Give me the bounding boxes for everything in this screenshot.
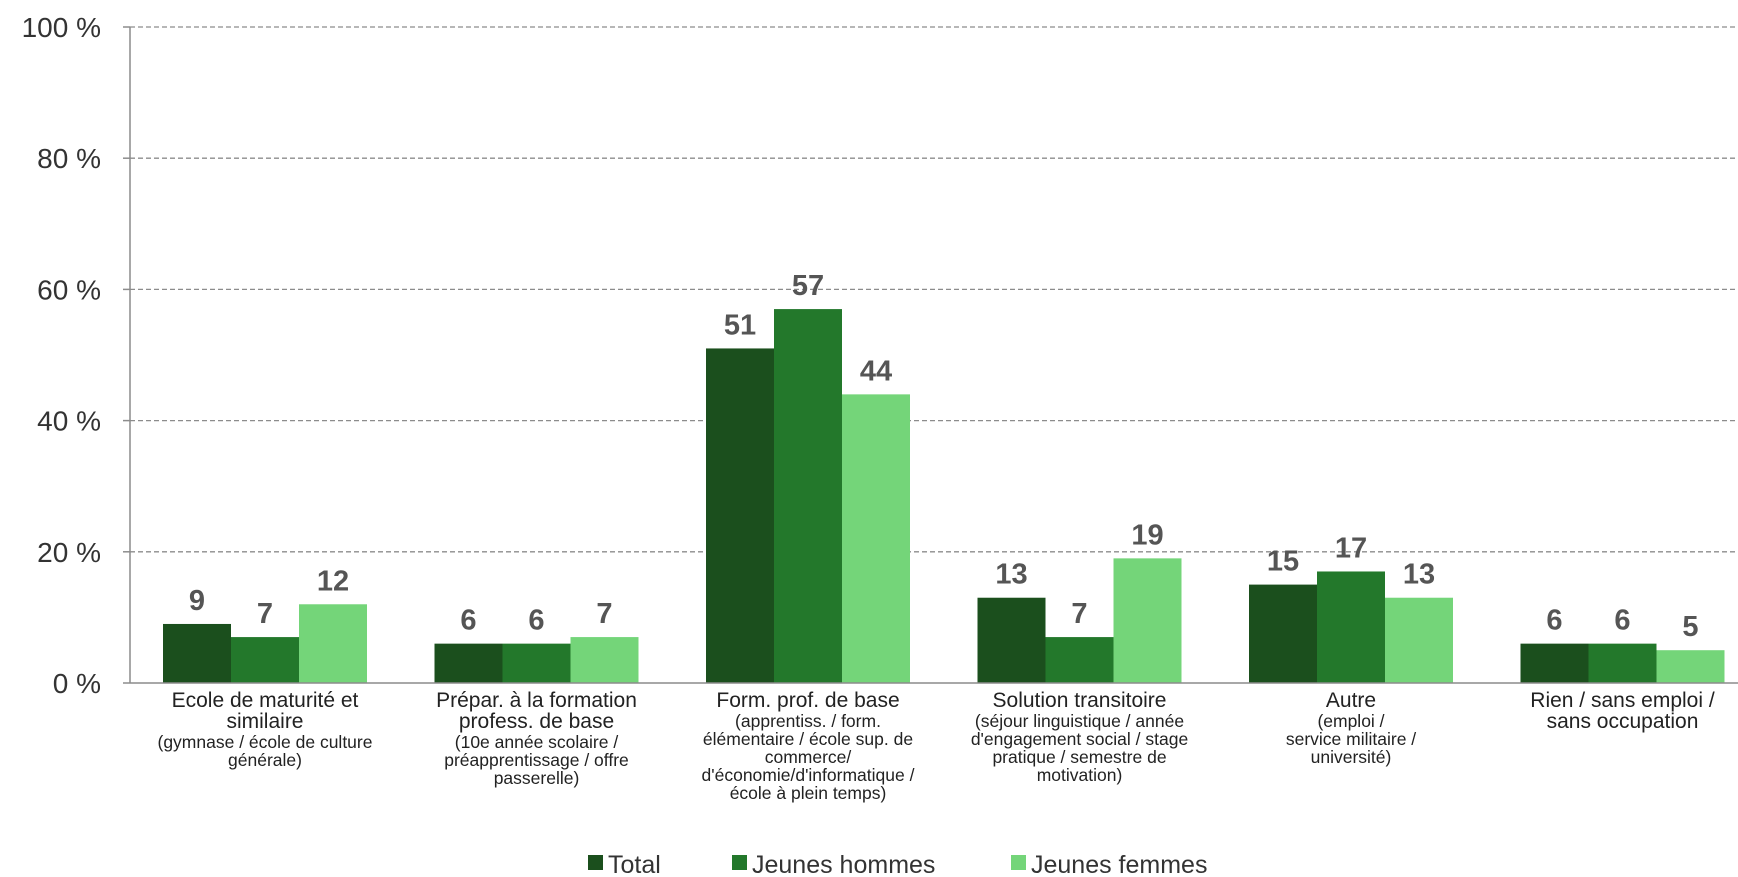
data-label: 6 bbox=[1546, 605, 1562, 637]
axes bbox=[129, 27, 1738, 684]
bar bbox=[1656, 650, 1725, 683]
gridlines bbox=[130, 26, 1738, 553]
legend-label: Jeunes hommes bbox=[752, 851, 935, 877]
bar bbox=[706, 348, 774, 683]
category-label: Rien / sans emploi / sans occupation bbox=[1530, 689, 1715, 733]
bar bbox=[570, 637, 639, 683]
category-labels: Ecole de maturité et similaire (gymnase / … bbox=[158, 689, 1715, 803]
y-axis-ticks: 0 % 20 % 40 % 60 % 80 % 100 % bbox=[22, 12, 130, 699]
data-label: 7 bbox=[596, 598, 612, 630]
data-label: 6 bbox=[528, 605, 544, 637]
data-label: 6 bbox=[1614, 605, 1630, 637]
y-tick-label: 100 % bbox=[22, 12, 101, 43]
data-label: 6 bbox=[460, 605, 476, 637]
category-label: Ecole de maturité et similaire (gymnase / … bbox=[158, 689, 373, 770]
bar bbox=[1385, 597, 1453, 683]
category-label: Form. prof. de base (apprentiss. / form. é… bbox=[702, 689, 915, 803]
y-tick-label: 40 % bbox=[37, 406, 101, 437]
bar bbox=[842, 394, 910, 683]
legend-item: Jeunes hommes bbox=[732, 851, 935, 877]
bar bbox=[1045, 637, 1114, 683]
data-label: 57 bbox=[792, 270, 824, 302]
legend-swatch bbox=[588, 855, 603, 870]
category-label: Solution transitoire (séjour linguistique… bbox=[971, 689, 1188, 785]
data-label: 15 bbox=[1267, 546, 1299, 578]
bar bbox=[163, 623, 231, 683]
y-tick-label: 60 % bbox=[37, 274, 101, 305]
bar bbox=[1317, 571, 1385, 683]
data-label: 7 bbox=[1071, 598, 1087, 630]
y-tick-label: 20 % bbox=[37, 537, 101, 568]
data-label: 13 bbox=[995, 559, 1027, 591]
legend-label: Jeunes femmes bbox=[1031, 851, 1207, 877]
category-label: Prépar. à la formation profess. de base (1… bbox=[436, 689, 637, 788]
legend: Total Jeunes hommes Jeunes femmes bbox=[588, 851, 1207, 877]
y-tick-label: 80 % bbox=[37, 143, 101, 174]
bar bbox=[774, 309, 842, 683]
data-labels: 9 7 12 6 6 7 51 57 44 13 7 19 15 17 13 6 6 5 bbox=[189, 270, 1699, 643]
data-label: 12 bbox=[317, 565, 349, 597]
legend-swatch bbox=[732, 855, 747, 870]
data-label: 19 bbox=[1131, 519, 1163, 551]
legend-swatch bbox=[1011, 855, 1026, 870]
legend-item: Total bbox=[588, 851, 661, 877]
data-label: 51 bbox=[724, 309, 756, 341]
legend-label: Total bbox=[608, 851, 661, 877]
legend-item: Jeunes femmes bbox=[1011, 851, 1207, 877]
data-label: 7 bbox=[257, 598, 273, 630]
bars bbox=[163, 309, 1725, 683]
y-tick-label: 0 % bbox=[53, 668, 101, 699]
bar bbox=[231, 637, 299, 683]
bar bbox=[1520, 643, 1589, 683]
bar bbox=[1588, 643, 1657, 683]
category-label: Autre (emploi / service militaire / univers… bbox=[1286, 689, 1416, 767]
bar bbox=[299, 604, 367, 683]
data-label: 9 bbox=[189, 585, 205, 617]
bar bbox=[1113, 558, 1182, 683]
data-label: 13 bbox=[1403, 559, 1435, 591]
bar bbox=[502, 643, 571, 683]
bar bbox=[434, 643, 503, 683]
bar bbox=[977, 597, 1046, 683]
data-label: 5 bbox=[1682, 611, 1698, 643]
data-label: 44 bbox=[860, 355, 892, 387]
bar bbox=[1249, 584, 1317, 683]
data-label: 17 bbox=[1335, 532, 1367, 564]
